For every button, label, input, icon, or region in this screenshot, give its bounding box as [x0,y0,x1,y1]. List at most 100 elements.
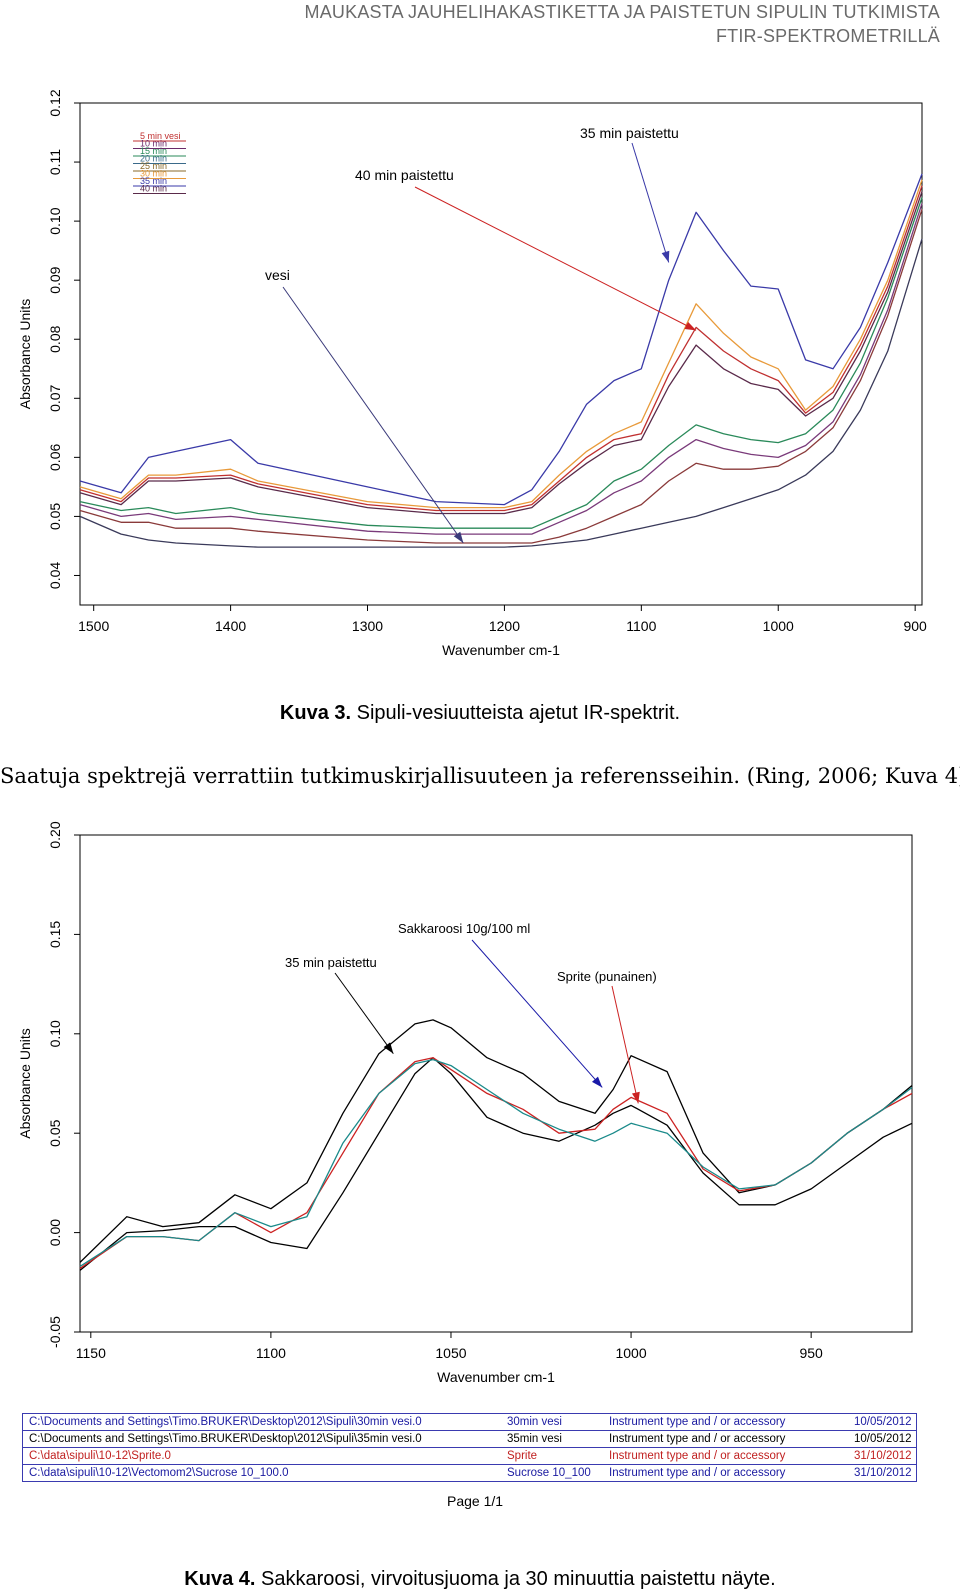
table-cell: C:\data\sipuli\10-12\Vectomom2\Sucrose 1… [29,1467,289,1479]
annotation-arrowhead [684,321,697,331]
y-tick-label: 0.11 [47,149,63,175]
series-line-8 [79,238,923,548]
series-line-1 [79,173,923,506]
annotation-arrowhead [591,1076,603,1088]
annotation-arrowhead [453,531,464,543]
annotation-label: vesi [265,267,290,283]
series-line-2 [79,179,923,509]
y-tick-label: 0.15 [47,921,63,948]
figure3-caption-text: Sipuli-vesiuutteista ajetut IR-spektrit. [351,702,681,724]
x-tick-label: 1000 [615,1345,646,1361]
table-cell: 10/05/2012 [854,1433,912,1445]
table-cell: Sucrose 10_100 [507,1467,591,1479]
x-axis-label: Wavenumber cm-1 [437,1369,555,1385]
y-tick-label: 0.20 [47,821,63,848]
figure3-caption: Kuva 3. Sipuli-vesiuutteista ajetut IR-s… [0,702,960,725]
legend-label: 25 min [140,161,167,171]
series-line-2 [79,1057,913,1271]
y-tick-label: 0.08 [47,325,63,352]
figure4-caption: Kuva 4. Sakkaroosi, virvoitusjuoma ja 30… [0,1568,960,1591]
annotation-arrowhead [383,1042,394,1054]
annotation-arrow [414,186,697,331]
table-cell: Instrument type and / or accessory [609,1416,786,1428]
y-tick-label: -0.05 [47,1316,63,1348]
table-cell: 30min vesi [507,1416,562,1428]
annotation-label: 35 min paistettu [580,125,679,141]
table-cell: 35min vesi [507,1433,562,1445]
table-cell: Sprite [507,1450,538,1462]
table-row: C:\data\sipuli\10-12\Vectomom2\Sucrose 1… [23,1465,916,1481]
annotation-label: Sakkaroosi 10g/100 ml [398,921,530,936]
x-tick-label: 1100 [256,1345,286,1361]
file-table: C:\Documents and Settings\Timo.BRUKER\De… [22,1413,917,1482]
legend-label: 10 min [140,139,167,149]
annotation-arrow [282,286,464,544]
annotation-arrow [471,939,603,1088]
plot-frame [79,834,913,1333]
legend-label: 30 min [140,169,167,179]
x-tick-label: 1150 [76,1345,106,1361]
x-axis-label: Wavenumber cm-1 [442,642,560,658]
y-axis-label: Absorbance Units [17,1028,33,1139]
x-tick-label: 950 [799,1345,823,1361]
annotation-arrow [631,142,670,263]
legend-label: 15 min [140,146,167,156]
series-line-4 [79,1058,913,1267]
table-cell: Instrument type and / or accessory [609,1450,786,1462]
table-cell: C:\Documents and Settings\Timo.BRUKER\De… [29,1433,422,1445]
series-line-4 [79,191,923,515]
y-tick-label: 0.09 [47,266,63,293]
page-number: Page 1/1 [447,1493,504,1509]
x-tick-label: 1300 [352,618,383,634]
annotation-label: 35 min paistettu [285,955,377,970]
y-axis-label: Absorbance Units [17,299,33,410]
y-tick-label: 0.05 [47,503,63,530]
series-line-5 [79,197,923,529]
annotation-arrowhead [631,1091,640,1104]
table-cell: Instrument type and / or accessory [609,1467,786,1479]
table-cell: 31/10/2012 [854,1467,912,1479]
series-line-6 [79,203,923,535]
x-tick-label: 900 [903,618,927,634]
y-tick-label: 0.04 [47,562,63,589]
table-cell: C:\data\sipuli\10-12\Sprite.0 [29,1450,171,1462]
annotation-label: Sprite (punainen) [557,969,657,984]
page-header: MAUKASTA JAUHELIHAKASTIKETTA JA PAISTETU… [305,0,940,48]
header-title-line1: MAUKASTA JAUHELIHAKASTIKETTA JA PAISTETU… [304,2,940,22]
annotation-arrow [334,972,394,1054]
figure4-caption-text: Sakkaroosi, virvoitusjuoma ja 30 minuutt… [255,1568,776,1590]
annotation-arrow [611,985,639,1104]
body-paragraph: Saatuja spektrejä verrattiin tutkimuskir… [0,764,960,788]
table-cell: 31/10/2012 [854,1450,912,1462]
y-tick-label: 0.07 [47,384,63,411]
x-tick-label: 1200 [489,618,520,634]
x-tick-label: 1400 [215,618,246,634]
y-tick-label: 0.12 [47,89,63,116]
series-line-3 [79,185,923,512]
y-tick-label: 0.00 [47,1219,63,1246]
legend-label: 20 min [140,154,167,164]
figure4-spectrum-chart: 1150 1100 1050 1000 950 -0.05 0.00 0.05 0.10 0.15… [17,821,913,1385]
legend-label: 35 min [140,176,167,186]
y-tick-label: 0.10 [47,1020,63,1047]
plot-frame [79,102,923,606]
table-cell: Instrument type and / or accessory [609,1433,786,1445]
figure3-caption-label: Kuva 3. [279,702,352,724]
figure3-spectrum-chart: 1500 1400 1300 1200 1100 1000 900 0.04 0.05 0.06 0… [17,89,927,658]
table-row: C:\Documents and Settings\Timo.BRUKER\De… [23,1431,916,1448]
x-tick-label: 1100 [626,618,656,634]
y-tick-label: 0.10 [47,207,63,234]
table-cell: 10/05/2012 [854,1416,912,1428]
table-row: C:\data\sipuli\10-12\Sprite.0 Sprite Instr… [23,1448,916,1465]
y-tick-label: 0.05 [47,1119,63,1146]
x-tick-label: 1500 [78,618,109,634]
series-line-7 [79,209,923,544]
header-title-line2: FTIR-SPEKTROMETRILLÄ [715,26,940,46]
annotation-arrowhead [661,250,670,263]
table-row: C:\Documents and Settings\Timo.BRUKER\De… [23,1414,916,1431]
legend-label: 40 min [140,184,167,194]
annotation-label: 40 min paistettu [355,167,454,183]
x-tick-label: 1000 [763,618,794,634]
legend-label: 5 min vesi [140,131,181,141]
figure4-caption-label: Kuva 4. [184,1568,256,1590]
